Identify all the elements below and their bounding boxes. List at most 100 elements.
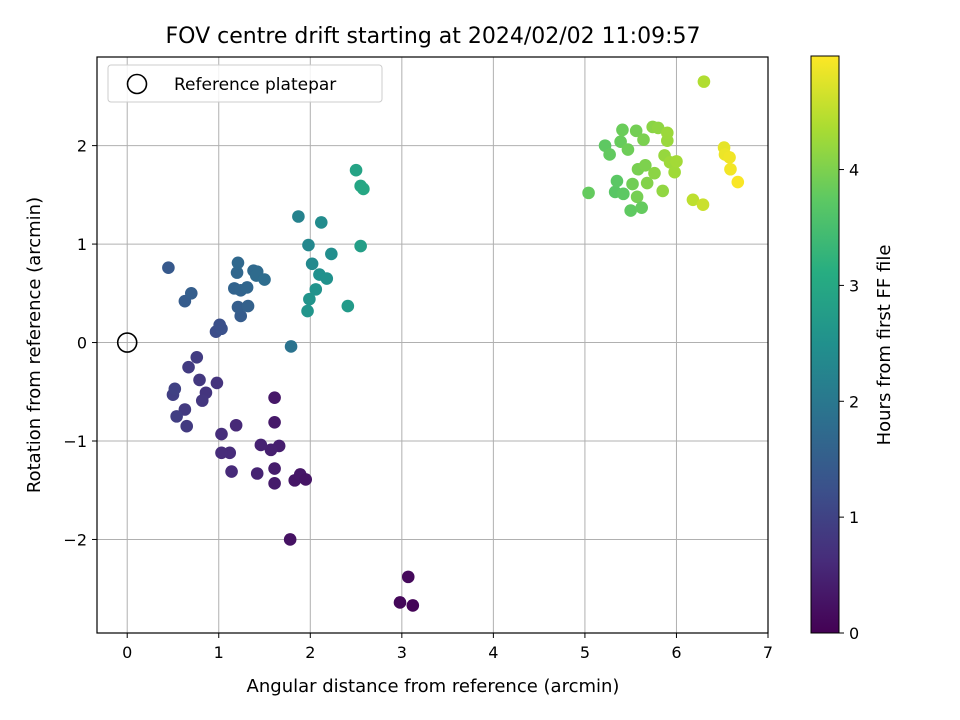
- x-tick-label: 6: [671, 643, 681, 662]
- data-point: [178, 403, 192, 416]
- data-point: [230, 266, 244, 279]
- data-point: [697, 75, 711, 88]
- data-point: [292, 210, 305, 223]
- data-point: [320, 272, 334, 285]
- y-axis-label: Rotation from reference (arcmin): [24, 197, 45, 493]
- data-point: [309, 283, 323, 296]
- data-point: [325, 247, 338, 261]
- legend-label: Reference platepar: [174, 75, 336, 95]
- x-tick-label: 1: [214, 643, 224, 662]
- y-tick-label: −1: [63, 432, 87, 451]
- data-point: [626, 177, 639, 191]
- data-point: [621, 143, 635, 156]
- x-tick-label: 5: [580, 643, 590, 662]
- data-point: [303, 292, 316, 306]
- data-point: [640, 176, 654, 190]
- data-point: [724, 162, 737, 176]
- data-point: [354, 239, 367, 253]
- data-point: [195, 394, 209, 407]
- legend-marker-icon: [126, 73, 148, 95]
- data-point: [656, 184, 670, 198]
- x-tick-label: 3: [397, 643, 407, 662]
- colorbar-tick-label: 2: [849, 392, 859, 411]
- data-point: [610, 174, 624, 188]
- data-point: [614, 135, 627, 148]
- data-point: [731, 175, 745, 189]
- data-point: [723, 151, 736, 164]
- grid: [97, 57, 769, 633]
- data-point: [268, 415, 281, 429]
- y-axis-ticks: −2 −1 0 1 2: [63, 137, 97, 549]
- data-point: [624, 204, 637, 217]
- data-point: [284, 340, 298, 353]
- data-point: [393, 596, 407, 609]
- data-point: [302, 238, 315, 252]
- legend: Reference platepar: [107, 64, 383, 103]
- x-axis-label: Angular distance from reference (arcmin): [247, 676, 620, 697]
- y-tick-label: 2: [77, 137, 87, 156]
- data-point: [341, 299, 355, 313]
- data-point: [686, 193, 700, 207]
- data-point: [630, 190, 644, 204]
- data-point: [225, 465, 238, 478]
- colorbar-tick-label: 3: [849, 276, 859, 295]
- data-point: [231, 300, 245, 314]
- x-tick-label: 2: [305, 643, 315, 662]
- data-point: [241, 299, 255, 313]
- data-point: [305, 257, 319, 271]
- data-point: [637, 133, 650, 147]
- data-point: [617, 187, 630, 201]
- data-point: [616, 123, 629, 137]
- colorbar-label: Hours from first FF file: [874, 245, 895, 446]
- data-point: [258, 273, 271, 286]
- x-tick-label: 0: [122, 643, 132, 662]
- data-point: [268, 462, 281, 475]
- data-point: [629, 124, 643, 138]
- data-point: [190, 351, 204, 364]
- data-point: [670, 155, 683, 168]
- x-tick-label: 4: [488, 643, 498, 662]
- data-point: [254, 438, 268, 452]
- data-point: [168, 382, 182, 396]
- y-tick-label: 0: [77, 334, 87, 353]
- data-point: [210, 376, 224, 390]
- data-point: [661, 126, 674, 140]
- colorbar-tick-label: 4: [849, 161, 859, 180]
- data-point: [349, 163, 363, 177]
- data-point: [231, 256, 245, 270]
- data-point: [406, 599, 420, 612]
- data-point: [314, 216, 328, 229]
- data-point: [215, 446, 228, 460]
- colorbar-tick-label: 1: [849, 508, 859, 527]
- data-point: [696, 198, 710, 211]
- colorbar-gradient: [810, 55, 840, 634]
- data-point: [268, 391, 281, 404]
- data-point: [299, 473, 313, 486]
- data-point: [264, 443, 278, 457]
- data-point: [184, 287, 198, 300]
- data-point: [668, 165, 681, 179]
- data-point: [193, 373, 206, 387]
- reference-marker: [116, 332, 138, 353]
- data-point: [180, 419, 194, 433]
- data-point: [229, 418, 243, 432]
- y-tick-label: 1: [77, 235, 87, 254]
- data-point: [162, 261, 175, 275]
- data-point: [401, 570, 415, 584]
- data-point: [215, 427, 228, 441]
- data-point: [213, 318, 226, 332]
- data-point: [268, 477, 281, 490]
- data-point: [250, 467, 264, 480]
- x-tick-label: 7: [763, 643, 773, 662]
- data-points: [162, 75, 745, 612]
- colorbar: 0 1 2 3 4 Hours from first FF file: [810, 55, 895, 643]
- data-point: [635, 201, 648, 214]
- plot-frame: [96, 56, 769, 634]
- data-point: [357, 182, 370, 196]
- data-point: [170, 410, 183, 423]
- data-point: [182, 360, 195, 374]
- data-point: [648, 166, 661, 180]
- legend-box: [107, 64, 383, 103]
- data-point: [283, 533, 297, 546]
